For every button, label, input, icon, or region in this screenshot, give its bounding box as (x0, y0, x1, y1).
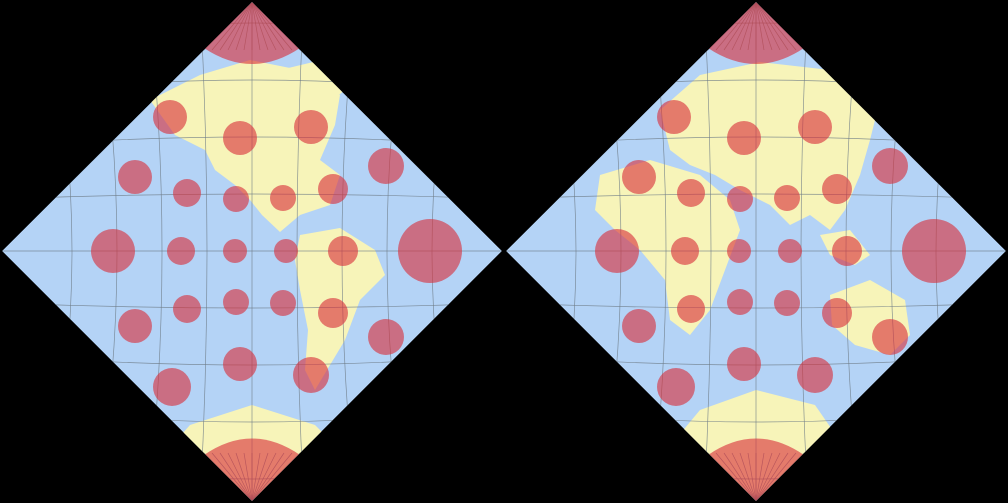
tissot-circle (832, 236, 862, 266)
tissot-circle (822, 174, 852, 204)
tissot-circle (318, 174, 348, 204)
tissot-circle (223, 239, 247, 263)
right-hemisphere (506, 2, 1006, 501)
africa (595, 160, 740, 335)
tissot-circle (622, 160, 656, 194)
tissot-circle (91, 229, 135, 273)
polar-cap (204, 438, 300, 501)
tissot-circle (774, 290, 800, 316)
tissot-circle (328, 236, 358, 266)
tissot-circle (270, 290, 296, 316)
tissot-circle (368, 148, 404, 184)
tissot-circle (727, 239, 751, 263)
tissot-circle (677, 295, 705, 323)
tissot-circle (270, 185, 296, 211)
tissot-circle (294, 110, 328, 144)
tissot-circle (318, 298, 348, 328)
tissot-circle (671, 237, 699, 265)
tissot-indicatrices (91, 100, 462, 406)
polar-cap (708, 438, 804, 501)
tissot-circle (822, 298, 852, 328)
tissot-circle (167, 237, 195, 265)
tissot-circle (872, 148, 908, 184)
tissot-circle (774, 185, 800, 211)
tissot-indicatrices (595, 100, 966, 406)
tissot-circle (727, 186, 753, 212)
tissot-circle (223, 289, 249, 315)
tissot-circle (798, 110, 832, 144)
tissot-circle (153, 100, 187, 134)
tissot-circle (293, 357, 329, 393)
polar-cap (708, 2, 804, 64)
polar-cap (204, 2, 300, 64)
tissot-circle (677, 179, 705, 207)
tissot-circle (778, 239, 802, 263)
tissot-circle (727, 289, 753, 315)
tissot-circle (657, 368, 695, 406)
tissot-circle (118, 160, 152, 194)
tissot-circle (622, 309, 656, 343)
tissot-circle (368, 319, 404, 355)
tissot-circle (223, 121, 257, 155)
tissot-circle (223, 347, 257, 381)
tissot-circle (223, 186, 249, 212)
tissot-circle (657, 100, 691, 134)
tissot-circle (274, 239, 298, 263)
tissot-circle (727, 347, 761, 381)
tissot-circle (398, 219, 462, 283)
tissot-circle (118, 309, 152, 343)
tissot-circle (872, 319, 908, 355)
tissot-circle (153, 368, 191, 406)
tissot-circle (173, 179, 201, 207)
tissot-circle (595, 229, 639, 273)
tissot-circle (173, 295, 201, 323)
tissot-circle (902, 219, 966, 283)
tissot-circle (797, 357, 833, 393)
tissot-circle (727, 121, 761, 155)
